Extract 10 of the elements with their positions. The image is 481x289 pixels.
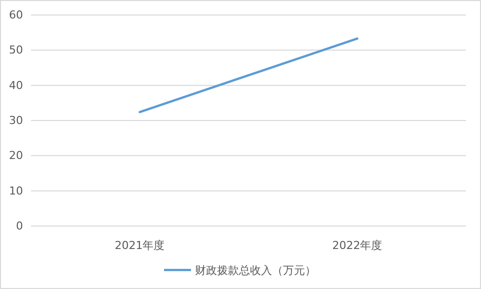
y-tick-label: 60 [9, 8, 23, 22]
y-tick-label: 40 [9, 78, 23, 92]
y-tick-label: 50 [9, 44, 23, 57]
y-tick-label: 0 [16, 220, 23, 233]
legend-label: 财政拨款总收入（万元） [195, 264, 316, 277]
y-tick-label: 20 [9, 149, 23, 162]
x-tick-label: 2021年度 [114, 238, 165, 252]
x-tick-label: 2022年度 [332, 238, 382, 252]
y-tick-label: 30 [9, 114, 23, 128]
y-tick-label: 10 [9, 184, 23, 198]
